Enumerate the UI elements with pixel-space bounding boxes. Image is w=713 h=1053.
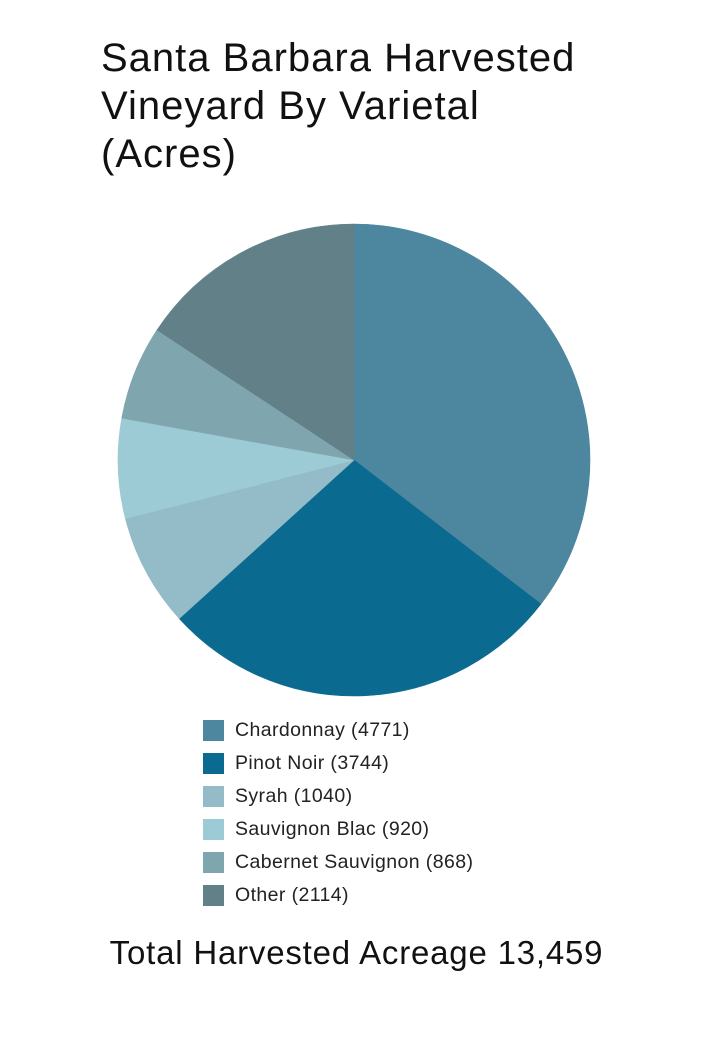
legend-label-chardonnay: Chardonnay (4771)	[235, 719, 410, 741]
legend-swatch-pinot-noir	[203, 753, 224, 774]
legend-item-cabernet-sauvignon: Cabernet Sauvignon (868)	[203, 846, 473, 879]
legend-swatch-chardonnay	[203, 720, 224, 741]
legend-label-pinot-noir: Pinot Noir (3744)	[235, 752, 390, 774]
legend-label-sauvignon-blanc: Sauvignon Blac (920)	[235, 818, 430, 840]
legend-swatch-syrah	[203, 786, 224, 807]
chart-legend: Chardonnay (4771) Pinot Noir (3744) Syra…	[203, 714, 473, 912]
legend-item-pinot-noir: Pinot Noir (3744)	[203, 747, 473, 780]
legend-label-syrah: Syrah (1040)	[235, 785, 353, 807]
legend-swatch-other	[203, 885, 224, 906]
total-acreage: Total Harvested Acreage 13,459	[109, 934, 604, 971]
legend-label-other: Other (2114)	[235, 884, 349, 906]
chart-title-line-2: Vineyard By Varietal	[101, 84, 480, 128]
legend-swatch-sauvignon-blanc	[203, 819, 224, 840]
legend-item-chardonnay: Chardonnay (4771)	[203, 714, 473, 747]
chart-title-line-1: Santa Barbara Harvested	[101, 36, 576, 80]
legend-item-sauvignon-blanc: Sauvignon Blac (920)	[203, 813, 473, 846]
pie-slice-pinot-noir	[178, 459, 542, 697]
chart-title: Santa Barbara Harvested Vineyard By Vari…	[101, 34, 661, 178]
legend-label-cabernet-sauvignon: Cabernet Sauvignon (868)	[235, 851, 474, 873]
pie-slice-chardonnay	[353, 223, 591, 605]
legend-item-other: Other (2114)	[203, 879, 473, 912]
pie-slice-syrah	[125, 459, 355, 619]
legend-item-syrah: Syrah (1040)	[203, 780, 473, 813]
legend-swatch-cabernet-sauvignon	[203, 852, 224, 873]
chart-title-line-3: (Acres)	[101, 132, 237, 176]
pie-slice-other	[156, 223, 355, 461]
